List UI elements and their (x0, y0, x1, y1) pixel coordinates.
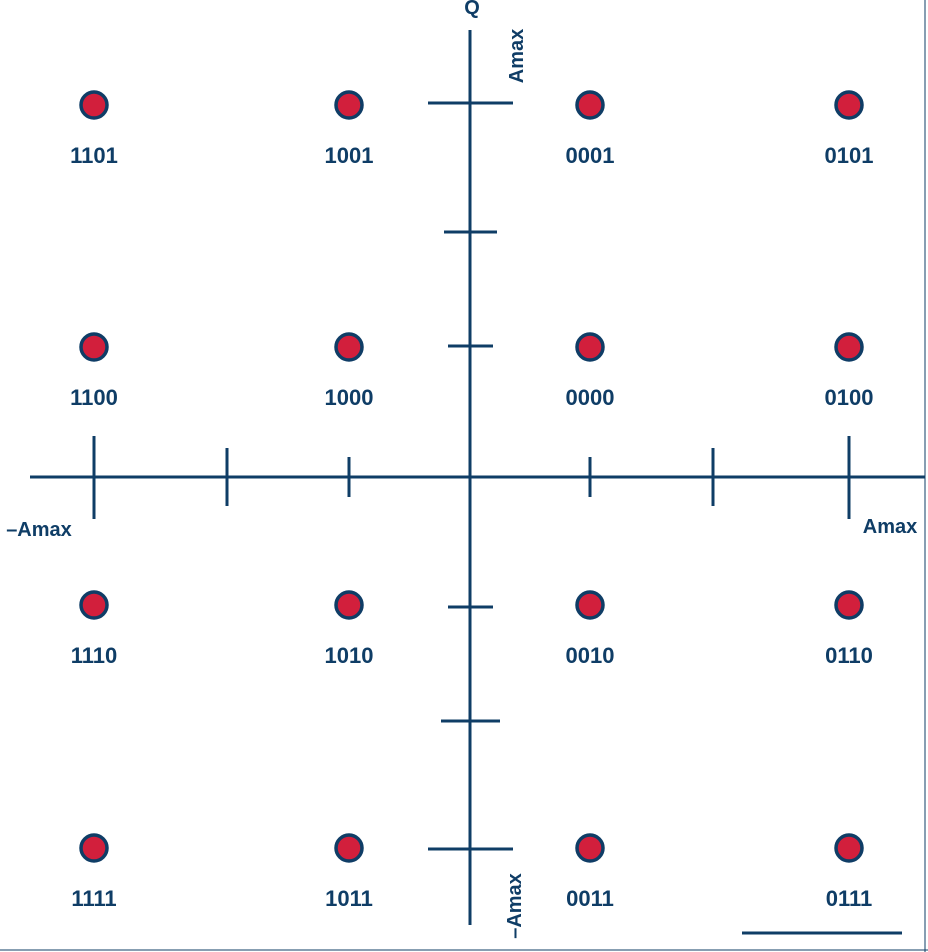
constellation-point (834, 90, 864, 120)
constellation-point (79, 833, 109, 863)
point-code-label: 0111 (826, 886, 873, 911)
q-top-amax-label: Amax (506, 29, 528, 83)
point-code-label: 1001 (325, 143, 374, 168)
point-code-label: 1110 (71, 643, 118, 668)
constellation-point (834, 833, 864, 863)
constellation-point (575, 90, 605, 120)
i-left-amax-label: –Amax (6, 519, 72, 541)
point-code-label: 1101 (70, 143, 118, 168)
point-code-label: 1011 (325, 886, 373, 911)
q-axis-label: Q (464, 0, 480, 19)
constellation-point (79, 590, 109, 620)
point-code-label: 0010 (566, 643, 615, 668)
point-code-label: 1000 (325, 385, 374, 410)
point-code-label: 0110 (825, 643, 873, 668)
constellation-points: 1101 1001 0001 0101 1100 1000 0000 0100 1110 1010… (70, 90, 874, 911)
constellation-point (79, 90, 109, 120)
axes (30, 30, 925, 925)
constellation-point (575, 833, 605, 863)
q-bottom-amax-label: –Amax (504, 873, 526, 939)
point-code-label: 1100 (70, 385, 118, 410)
constellation-point (334, 332, 364, 362)
constellation-point (575, 332, 605, 362)
constellation-point (334, 833, 364, 863)
point-code-label: 0101 (825, 143, 874, 168)
constellation-point (334, 90, 364, 120)
constellation-point (79, 332, 109, 362)
point-code-label: 1010 (325, 643, 374, 668)
constellation-point (334, 590, 364, 620)
point-code-label: 1111 (71, 886, 116, 911)
constellation-point (834, 590, 864, 620)
point-code-label: 0000 (566, 385, 615, 410)
constellation-point (575, 590, 605, 620)
i-right-amax-label: Amax (863, 516, 917, 538)
point-code-label: 0011 (566, 886, 614, 911)
constellation-point (834, 332, 864, 362)
point-code-label: 0001 (566, 143, 615, 168)
point-code-label: 0100 (825, 385, 874, 410)
